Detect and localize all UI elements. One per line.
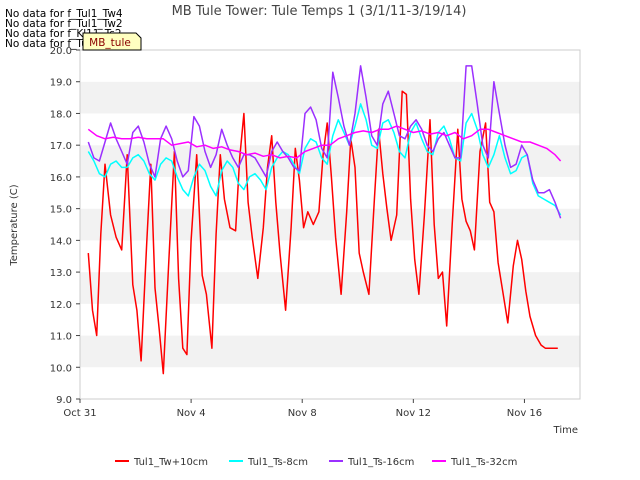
mb-tule-annotation: MB_tule [82,32,142,51]
legend-label-4: Tul1_Ts-32cm [450,457,517,468]
grid-band [80,335,580,368]
y-tick-label: 13.0 [50,268,72,279]
y-tick-label: 18.0 [50,109,72,120]
chart-title: MB Tule Tower: Tule Temps 1 (3/1/11-3/19… [172,4,467,19]
y-tick-label: 12.0 [50,300,72,311]
x-axis-label: Time [553,425,578,436]
plot-frame [79,49,581,400]
no-data-message-4: No data for f_Tul1_Ts4 [5,38,120,50]
grid-band [80,272,580,304]
y-tick-label: 20.0 [50,46,72,57]
y-tick-label: 17.0 [50,141,72,152]
grid-band [80,208,580,241]
legend-label-3: Tul1_Ts-16cm [347,457,414,468]
no-data-message-2: No data for f_Tul1_Tw2 [5,18,123,30]
series-line-4 [87,125,562,162]
grid-band [80,303,580,336]
series-line-3 [87,65,562,219]
y-axis-label: Temperature (C) [9,184,20,266]
y-tick-label: 16.0 [50,173,72,184]
y-tick-label: 19.0 [50,78,72,89]
no-data-message-1: No data for f_Tul1_Tw4 [5,8,123,20]
y-tick-label: 11.0 [50,332,72,343]
grid-band [80,176,580,209]
x-tick-label: Nov 16 [507,408,542,419]
no-data-message-3: No data for f_Kl11_Ts2 [5,28,122,40]
y-tick-label: 10.0 [50,363,72,374]
grid-band [80,50,580,82]
x-tick-label: Oct 31 [63,408,96,419]
y-tick-label: 15.0 [50,205,72,216]
x-tick-label: Nov 12 [396,408,431,419]
mb-tule-label: MB_tule [89,37,131,49]
x-tick-label: Nov 4 [177,408,206,419]
series-line-2 [87,103,562,216]
x-tick-label: Nov 8 [288,408,317,419]
y-tick-label: 14.0 [50,236,72,247]
legend-label-1: Tul1_Tw+10cm [133,457,208,468]
y-tick-label: 9.0 [56,395,72,406]
grid-band [80,367,580,399]
legend-label-2: Tul1_Ts-8cm [247,457,308,468]
